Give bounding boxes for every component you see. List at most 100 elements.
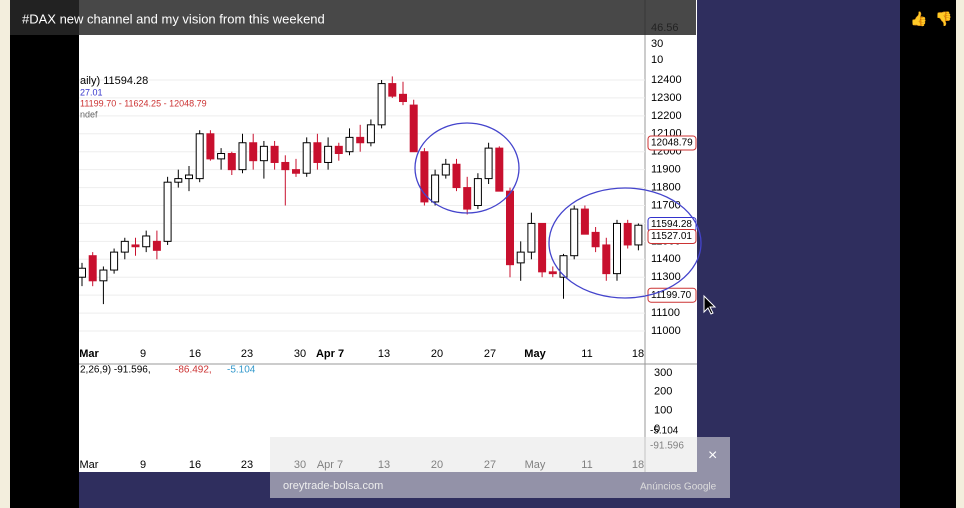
candle-body	[399, 93, 407, 103]
legend-text: 27.01	[80, 87, 103, 97]
date-label: 23	[241, 348, 253, 360]
candle-body	[227, 153, 236, 171]
date-label: 18	[632, 348, 644, 360]
candle-body	[99, 269, 108, 282]
candle-body	[473, 178, 482, 207]
macd-tick-label: 0	[654, 423, 660, 435]
top-tick-label: 10	[651, 54, 663, 66]
candle-body	[259, 145, 268, 162]
macd-hist: -5.104	[227, 365, 256, 376]
candle-body	[366, 124, 375, 144]
candle-body	[292, 169, 300, 174]
date-label: Apr 7	[316, 348, 344, 360]
price-tick-label: 11400	[651, 253, 681, 265]
annotation-circle	[548, 187, 702, 299]
macd-tag: -5.104	[650, 426, 679, 437]
date-label: 13	[378, 348, 390, 360]
price-tag	[647, 135, 697, 151]
candle-body	[270, 145, 279, 163]
macd-date-label: 16	[189, 459, 201, 471]
price-tick-label: 11800	[651, 181, 681, 193]
candle-body	[431, 174, 440, 203]
candle-body	[356, 136, 365, 144]
candle-body	[78, 267, 86, 278]
candle-body	[495, 147, 504, 192]
price-tag	[647, 229, 697, 245]
price-tag-label: 11199.70	[651, 290, 692, 301]
chart: 1240012300122001210012000119001180011700…	[78, 22, 697, 471]
candle-body	[334, 145, 343, 155]
date-label: 16	[189, 348, 201, 360]
candle-body	[110, 251, 119, 271]
ad-overlay[interactable]	[270, 437, 730, 498]
price-tag-label: 11527.01	[651, 231, 692, 242]
candle-body	[527, 222, 536, 253]
candle-body	[602, 244, 611, 275]
price-tick-label: 12400	[651, 74, 682, 86]
date-label: 11	[581, 348, 592, 360]
candle-body	[516, 251, 525, 264]
candle-body	[120, 240, 129, 253]
candle-body	[324, 145, 333, 163]
candle-body	[548, 271, 557, 275]
price-tick-label: 12300	[651, 92, 682, 104]
candle-body	[174, 178, 183, 183]
macd-date-label: 23	[241, 459, 253, 471]
candle-body	[163, 181, 172, 242]
date-label: 9	[140, 348, 146, 360]
ad-url[interactable]: oreytrade-bolsa.com	[283, 480, 383, 492]
date-label: 20	[431, 348, 443, 360]
candle-body	[538, 222, 547, 273]
ad-label: Anúncios Google	[640, 482, 717, 493]
candle-body	[313, 142, 322, 163]
date-label: 30	[294, 348, 306, 360]
ad-close[interactable]: ×	[708, 447, 717, 464]
candle-body	[249, 142, 258, 162]
legend-text: aily) 11594.28	[80, 75, 148, 87]
candle-body	[377, 83, 386, 126]
date-label: May	[524, 348, 546, 360]
candle-body	[559, 255, 568, 278]
candle-body	[195, 133, 204, 180]
video-title[interactable]: #DAX new channel and my vision from this…	[22, 11, 325, 26]
dislike-button[interactable]: 👎	[935, 11, 952, 28]
cursor	[703, 294, 717, 315]
candle-body	[441, 163, 450, 176]
price-tick-label: 11300	[651, 271, 681, 283]
price-tag-label: 12048.79	[651, 138, 693, 149]
candle-body	[463, 187, 472, 210]
price-tick-label: 11000	[651, 325, 681, 337]
candle-body	[206, 133, 215, 160]
candle-body	[591, 231, 600, 248]
price-tick-label: 12200	[651, 110, 682, 122]
macd-signal: -86.492,	[175, 365, 212, 376]
candle-body	[238, 142, 247, 171]
side-panel	[697, 0, 900, 508]
annotation-circle	[414, 122, 520, 214]
candle-body	[345, 136, 354, 153]
macd-date-label: Mar	[80, 459, 99, 471]
candle-body	[506, 190, 514, 266]
candle-body	[580, 208, 589, 235]
like-button[interactable]: 👍	[910, 11, 927, 28]
candle-body	[131, 244, 140, 248]
candle-body	[420, 151, 429, 203]
date-label: 27	[484, 348, 496, 360]
title-bar	[10, 0, 696, 35]
macd-tick-label: 200	[654, 386, 672, 398]
top-tick-label: 30	[651, 38, 663, 50]
date-label: Mar	[79, 348, 99, 360]
price-tick-label: 11900	[651, 164, 681, 176]
candle-body	[570, 208, 579, 257]
macd-header: 2,26,9) -91.596,	[80, 365, 151, 376]
price-tick-label: 11700	[651, 199, 681, 211]
macd-tick-label: 100	[654, 404, 672, 416]
candle-body	[452, 163, 461, 189]
candle-body	[484, 147, 493, 180]
candle-body	[302, 142, 311, 174]
candle-body	[88, 255, 97, 282]
legend-text: 11199.70 - 11624.25 - 12048.79	[80, 98, 207, 108]
candle-body	[217, 153, 226, 160]
price-tag-label: 11594.28	[651, 219, 692, 230]
